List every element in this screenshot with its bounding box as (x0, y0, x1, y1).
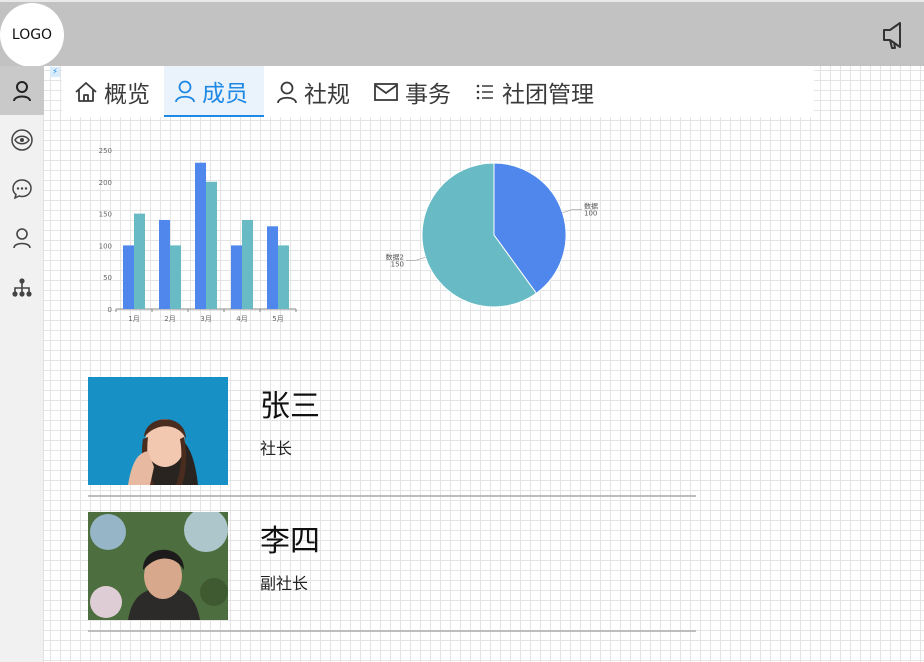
sidebar-item-person[interactable] (0, 213, 44, 262)
sidebar-item-org[interactable] (0, 262, 44, 311)
y-tick-label: 50 (103, 274, 112, 282)
y-tick-label: 150 (99, 211, 112, 219)
pie-value: 100 (584, 210, 597, 218)
user-icon (277, 81, 297, 103)
bar-chart: 0 50 100 150 200 250 1月 2月 3月 4月 5月 (99, 147, 297, 323)
member-name: 张三 (260, 389, 320, 424)
top-header: LOGO (0, 0, 924, 67)
bolt-icon: ⚡ (50, 67, 60, 77)
bar (170, 245, 181, 309)
tab-affairs[interactable]: 事务 (363, 66, 461, 117)
tab-rules[interactable]: 社规 (266, 66, 360, 117)
bar (195, 162, 206, 309)
sidebar-item-user[interactable] (0, 66, 44, 115)
bar (123, 245, 134, 309)
list-icon (476, 84, 493, 99)
member-role: 社长 (260, 439, 293, 458)
divider (88, 630, 696, 632)
tab-overview[interactable]: 概览 (64, 66, 160, 117)
member-photo (88, 377, 228, 485)
tab-label: 社规 (304, 81, 350, 108)
member-role: 副社长 (260, 574, 309, 593)
bar (159, 219, 170, 309)
sidebar-item-eye[interactable] (0, 115, 44, 164)
bar (278, 245, 289, 309)
home-icon (75, 81, 97, 102)
pie-leader-line (406, 256, 426, 261)
divider (88, 495, 696, 497)
eye-icon (11, 128, 33, 151)
member-name: 李四 (260, 524, 320, 559)
chat-icon (12, 178, 32, 199)
y-tick-label: 200 (99, 179, 112, 187)
user-icon (175, 80, 195, 102)
tab-label: 概览 (104, 81, 150, 108)
bar (231, 245, 242, 309)
x-tick-label: 3月 (200, 315, 211, 323)
tab-bar: 概览 成员 社规 事务 社团管理 (62, 66, 814, 117)
sidebar-item-chat[interactable] (0, 164, 44, 213)
tab-label: 成员 (202, 80, 248, 107)
x-tick-label: 4月 (236, 315, 247, 323)
pie-label: 数据2 (386, 252, 404, 261)
y-tick-label: 0 (108, 306, 112, 314)
person-icon (13, 227, 31, 248)
pie-value: 150 (391, 260, 404, 268)
member-photo (88, 512, 228, 620)
bar (242, 219, 253, 309)
tab-label: 事务 (405, 81, 451, 108)
logo[interactable]: LOGO (0, 3, 64, 67)
x-tick-label: 2月 (164, 315, 175, 323)
tab-club-management[interactable]: 社团管理 (464, 66, 604, 117)
pie-slice (421, 162, 538, 308)
x-tick-label: 1月 (128, 315, 139, 323)
org-tree-icon (12, 277, 32, 297)
member-card[interactable]: 张三 社长 (88, 377, 696, 497)
logo-text: LOGO (11, 27, 53, 43)
pie-leader-line (562, 209, 582, 214)
tab-label: 社团管理 (502, 81, 594, 108)
user-icon (13, 80, 31, 101)
bar (267, 226, 278, 309)
bar (206, 181, 217, 309)
member-card[interactable]: 李四 副社长 (88, 512, 696, 632)
x-tick-label: 5月 (272, 315, 283, 323)
megaphone-icon[interactable] (880, 19, 908, 51)
pie-label: 数据 (584, 202, 598, 211)
bar (134, 213, 145, 309)
y-tick-label: 100 (99, 242, 112, 250)
mail-icon (374, 82, 398, 101)
y-tick-label: 250 (99, 147, 112, 155)
sidebar (0, 66, 44, 662)
tab-members[interactable]: 成员 (164, 66, 264, 117)
